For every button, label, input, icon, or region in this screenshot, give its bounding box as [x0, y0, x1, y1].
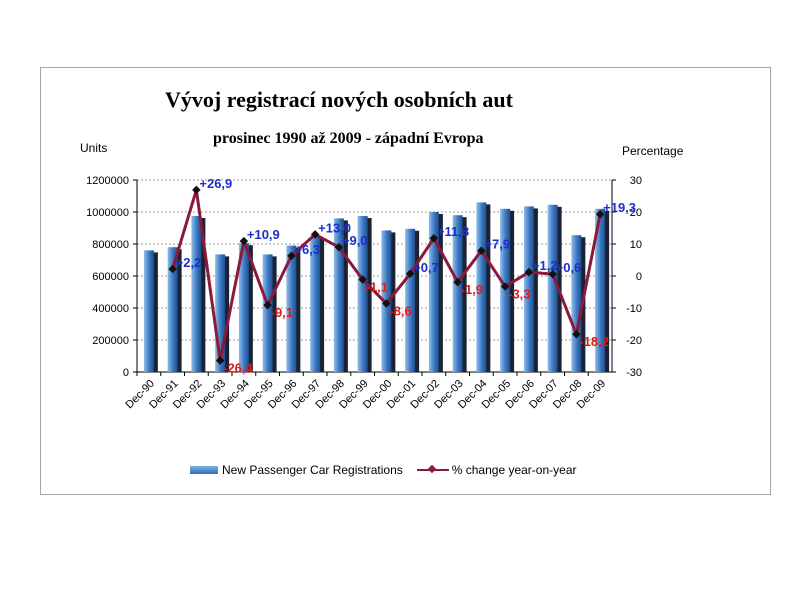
line-point	[453, 277, 462, 287]
bar	[428, 212, 439, 372]
y-left-tick-label: 400000	[92, 303, 129, 315]
bar	[547, 204, 558, 372]
data-label: -1,1	[366, 280, 388, 295]
line-point	[287, 251, 296, 261]
line-point	[477, 246, 486, 255]
bar	[310, 236, 321, 372]
data-label: +11,8	[437, 224, 469, 239]
line-point	[405, 269, 415, 279]
y-right-tick-label: 30	[630, 175, 642, 187]
data-label: -8,6	[389, 304, 411, 319]
y-left-tick-label: 1200000	[86, 175, 129, 187]
y-right-tick-label: 20	[630, 207, 642, 219]
legend-label-line: % change year-on-year	[451, 463, 577, 477]
data-label: +10,9	[247, 227, 280, 242]
data-label: +0,6	[556, 260, 582, 275]
y-axis-right-label: Percentage	[622, 144, 684, 158]
y-axis-left-label: Units	[80, 141, 108, 155]
data-label: -18,2	[579, 334, 609, 349]
y-left-tick-label: 600000	[92, 271, 129, 283]
bar	[286, 245, 297, 372]
line-point	[239, 236, 249, 246]
bar	[167, 247, 178, 372]
y-left-tick-label: 200000	[92, 335, 129, 347]
line-point	[382, 299, 391, 308]
line-point	[429, 233, 439, 243]
data-label: +9,0	[342, 233, 368, 248]
bar	[143, 250, 154, 372]
line-point	[524, 267, 534, 277]
legend-bar-swatch	[190, 466, 218, 474]
y-right-tick-label: -20	[626, 335, 642, 347]
line-point	[263, 300, 272, 310]
data-label: +7,9	[484, 237, 510, 252]
line-point	[572, 329, 581, 339]
data-label: +19,3	[603, 200, 636, 215]
chart-title: Vývoj registrací nových osobních aut	[165, 87, 513, 112]
data-label: -9,1	[271, 305, 293, 320]
data-label: +2,2	[176, 255, 202, 270]
bar	[333, 218, 344, 372]
bar	[262, 254, 273, 372]
bar	[191, 216, 202, 372]
line-point	[192, 185, 201, 195]
data-label: +0,7	[413, 260, 439, 275]
legend-line-swatch	[416, 465, 449, 475]
line-point	[500, 282, 510, 291]
bar	[405, 228, 416, 372]
y-left-tick-label: 800000	[92, 239, 129, 251]
data-label: -3,3	[508, 287, 530, 302]
data-label: +1,2	[532, 258, 558, 273]
y-right-tick-label: -10	[626, 303, 642, 315]
line-point	[215, 356, 225, 365]
data-label: +13,0	[318, 220, 351, 235]
y-left-tick-label: 1000000	[86, 207, 129, 219]
y-left-tick-label: 0	[123, 367, 129, 379]
legend-label-bars: New Passenger Car Registrations	[222, 463, 403, 477]
bar	[238, 243, 249, 372]
line-point	[358, 275, 367, 284]
data-label: -1,9	[461, 282, 483, 297]
bar	[452, 215, 463, 372]
bar	[523, 206, 534, 372]
bar	[215, 254, 226, 372]
bar	[357, 216, 368, 372]
legend: New Passenger Car Registrations % change…	[190, 463, 576, 477]
line-point	[310, 230, 320, 239]
chart-subtitle: prosinec 1990 až 2009 - západní Evropa	[213, 130, 484, 147]
line-point	[168, 264, 177, 274]
line-point	[334, 242, 344, 252]
data-label: +6,3	[294, 242, 320, 257]
y-right-tick-label: -30	[626, 367, 642, 379]
bar	[595, 208, 606, 372]
y-right-tick-label: 10	[630, 239, 642, 251]
bar	[571, 235, 582, 372]
data-label: +26,9	[199, 176, 232, 191]
bar	[476, 202, 487, 372]
data-label: -26,4	[223, 360, 253, 375]
y-right-tick-label: 0	[636, 271, 642, 283]
line-point	[548, 269, 557, 279]
